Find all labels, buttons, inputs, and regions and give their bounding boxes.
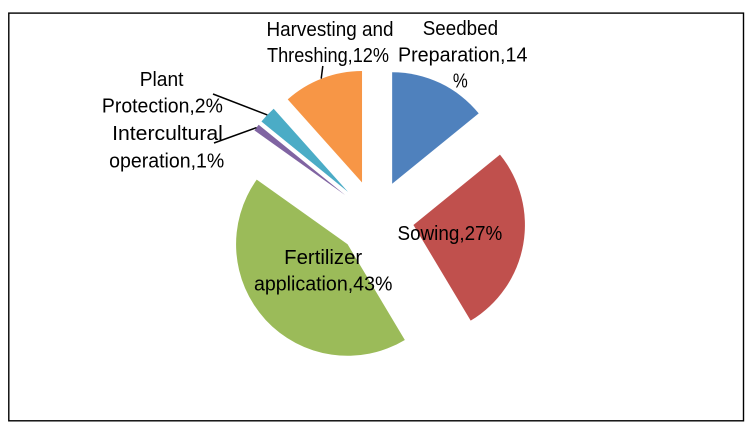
svg-text:Sowing,27%: Sowing,27% — [398, 223, 503, 245]
svg-text:Fertilizer: Fertilizer — [284, 247, 362, 269]
svg-text:application,43%: application,43% — [254, 273, 393, 295]
svg-text:operation,1%: operation,1% — [109, 150, 224, 172]
svg-text:Protection,2%: Protection,2% — [102, 96, 223, 118]
svg-text:%: % — [453, 71, 468, 93]
svg-text:Threshing,12%: Threshing,12% — [267, 45, 389, 67]
svg-text:Preparation,14: Preparation,14 — [398, 44, 528, 66]
svg-text:Intercultural: Intercultural — [112, 123, 223, 145]
svg-text:Plant: Plant — [140, 69, 184, 91]
svg-text:Seedbed: Seedbed — [423, 18, 498, 40]
svg-text:Harvesting and: Harvesting and — [267, 19, 394, 41]
